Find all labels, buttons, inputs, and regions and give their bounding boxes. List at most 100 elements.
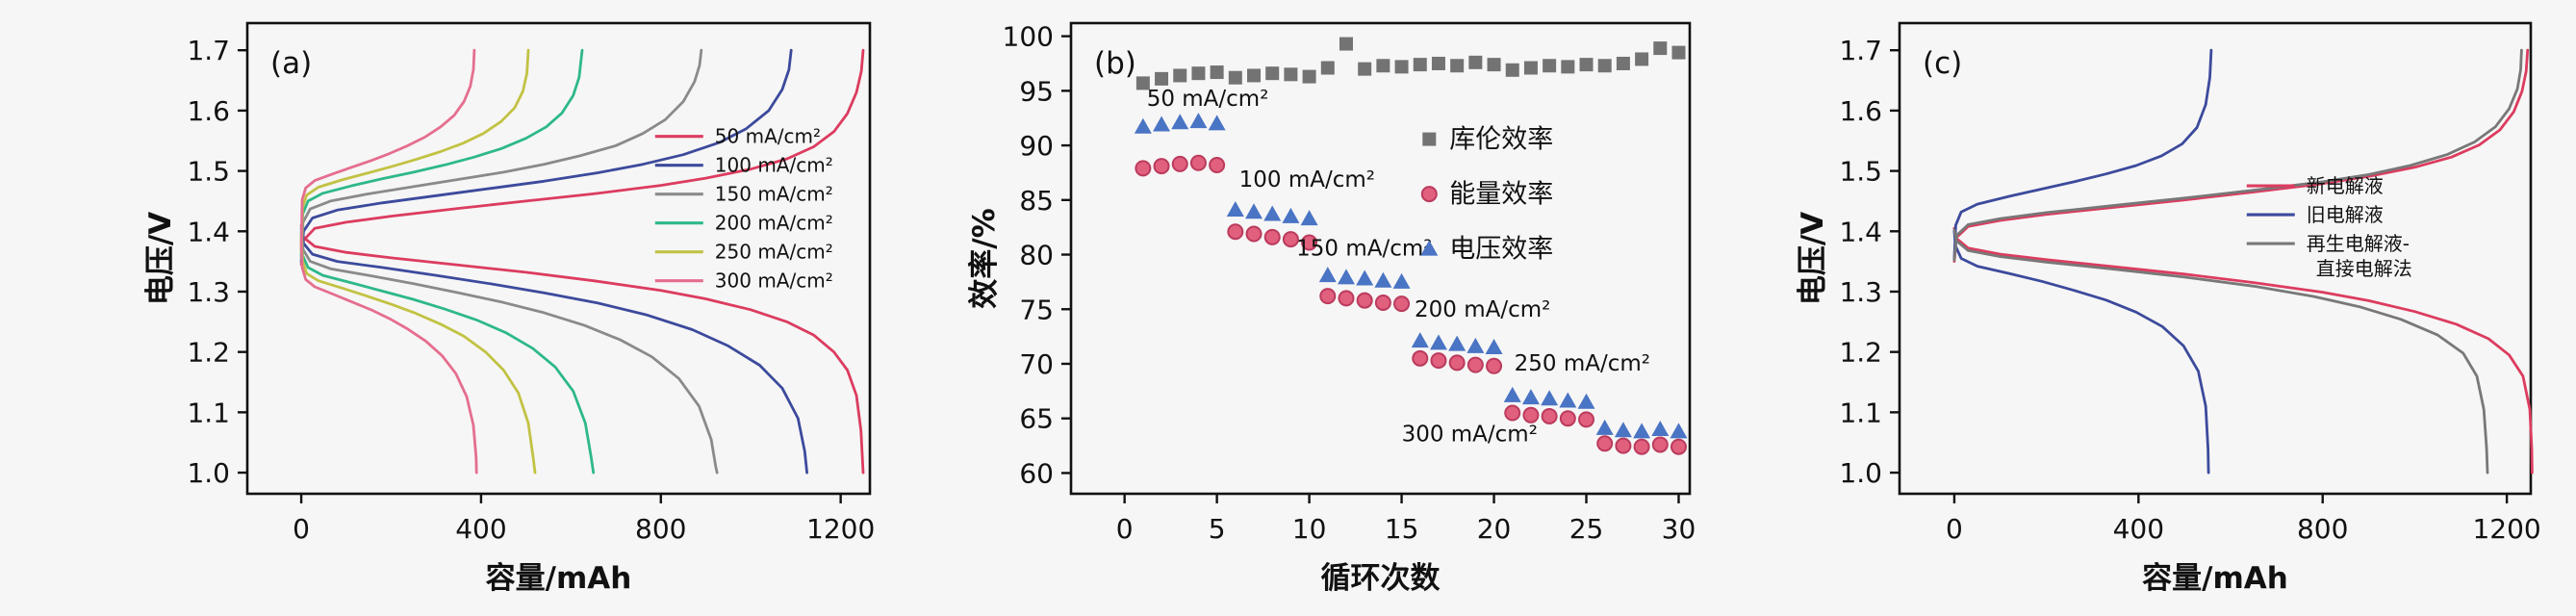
- legend-label: 200 mA/cm²: [715, 212, 833, 235]
- marker-square: [1376, 59, 1390, 73]
- marker-square: [1579, 58, 1594, 72]
- marker-triangle: [1541, 390, 1559, 406]
- marker-square: [1302, 69, 1316, 84]
- legend-label: 250 mA/cm²: [715, 241, 833, 264]
- marker-circle: [1338, 290, 1355, 307]
- marker-circle: [1504, 404, 1521, 422]
- marker-square: [1468, 55, 1483, 69]
- y-tick-label: 1.7: [1839, 35, 1882, 66]
- y-axis-label: 电压/V: [143, 212, 178, 305]
- marker-square: [1450, 59, 1465, 73]
- annotation: 300 mA/cm²: [1402, 423, 1538, 448]
- marker-circle: [1412, 349, 1429, 367]
- marker-triangle: [1411, 332, 1429, 348]
- marker-triangle: [1392, 272, 1411, 289]
- marker-triangle: [1374, 271, 1392, 288]
- legend: 50 mA/cm² 100 mA/cm² 150 mA/cm² 200 mA/cm² 2…: [654, 125, 833, 293]
- marker-circle: [1227, 223, 1244, 241]
- y-tick-label: 1.1: [187, 397, 230, 428]
- marker-square: [1135, 76, 1150, 90]
- panel-a: 0 400 800 1200 1.0 1.1 1.2 1.3 1.4 1.5 1.6 1.7 容量/mA…: [143, 21, 875, 596]
- x-tick-label: 800: [2297, 513, 2348, 545]
- marker-square: [1487, 58, 1501, 72]
- marker-triangle: [1245, 203, 1263, 219]
- series-curve: [299, 236, 537, 475]
- series-curve: [299, 48, 584, 257]
- series-curve: [299, 48, 530, 254]
- series-curve: [1952, 48, 2530, 263]
- marker-square: [1523, 61, 1538, 75]
- marker-triangle: [1263, 205, 1282, 221]
- marker-triangle: [1420, 240, 1439, 256]
- x-tick-label: 0: [1116, 513, 1134, 545]
- y-tick-label: 100: [1003, 21, 1054, 53]
- annotation: 100 mA/cm²: [1239, 167, 1375, 192]
- marker-triangle: [1189, 113, 1208, 129]
- y-tick-label: 1.6: [1839, 95, 1882, 127]
- series-curve: [299, 229, 719, 475]
- marker-square: [1339, 37, 1353, 51]
- marker-circle: [1559, 410, 1576, 427]
- y-tick-label: 65: [1019, 403, 1054, 435]
- y-tick-label: 1.0: [1839, 457, 1882, 489]
- annotation: 50 mA/cm²: [1147, 87, 1269, 112]
- legend-label: 150 mA/cm²: [715, 183, 833, 206]
- marker-circle: [1393, 295, 1411, 313]
- marker-circle: [1596, 435, 1614, 452]
- series-curve: [1952, 226, 2534, 475]
- marker-circle: [1135, 160, 1152, 177]
- y-tick-label: 85: [1019, 185, 1054, 217]
- marker-triangle: [1614, 422, 1632, 438]
- marker-circle: [1153, 158, 1170, 175]
- marker-triangle: [1429, 334, 1447, 350]
- series-curve: [299, 226, 808, 475]
- x-tick-label: 30: [1662, 513, 1696, 545]
- y-axis-label: 效率/%: [967, 208, 1002, 308]
- y-tick-label: 1.4: [187, 216, 230, 247]
- x-tick-label: 0: [293, 513, 310, 545]
- y-tick-label: 1.7: [187, 35, 230, 66]
- y-tick-label: 90: [1019, 130, 1054, 162]
- marker-triangle: [1226, 201, 1244, 218]
- marker-square: [1413, 58, 1427, 72]
- y-tick-label: 70: [1019, 348, 1054, 380]
- series-curve: [299, 48, 703, 260]
- marker-circle: [1374, 294, 1391, 311]
- marker-triangle: [1208, 115, 1226, 131]
- marker-triangle: [1153, 116, 1171, 132]
- y-tick-label: 1.3: [187, 276, 230, 308]
- x-tick-label: 5: [1209, 513, 1226, 545]
- marker-square: [1616, 56, 1630, 70]
- axes-box: [1069, 21, 1692, 496]
- marker-circle: [1171, 155, 1188, 172]
- marker-square: [1210, 65, 1224, 80]
- y-tick-label: 1.3: [1839, 276, 1882, 308]
- marker-circle: [1209, 156, 1226, 173]
- marker-circle: [1467, 356, 1484, 373]
- y-tick-label: 95: [1019, 75, 1054, 107]
- marker-triangle: [1521, 389, 1540, 405]
- marker-square: [1431, 56, 1445, 70]
- legend-label: 300 mA/cm²: [715, 270, 833, 293]
- marker-triangle: [1134, 117, 1152, 134]
- axes-box: [1898, 21, 2533, 496]
- x-tick-label: 25: [1569, 513, 1604, 545]
- marker-triangle: [1300, 210, 1318, 226]
- marker-triangle: [1503, 386, 1521, 402]
- series-curve: [299, 48, 865, 267]
- marker-triangle: [1282, 207, 1300, 223]
- marker-square: [1320, 61, 1335, 75]
- marker-square: [1155, 71, 1169, 86]
- x-axis-label: 容量/mAh: [2142, 561, 2288, 596]
- marker-circle: [1448, 354, 1466, 372]
- marker-square: [1422, 132, 1437, 146]
- series-curve: [299, 233, 596, 475]
- panel-label: (c): [1923, 46, 1962, 81]
- marker-triangle: [1448, 335, 1467, 351]
- panel-c: 0 400 800 1200 1.0 1.1 1.2 1.3 1.4 1.5 1.6 1.7 容量/mA…: [1796, 21, 2541, 596]
- x-tick-label: 1200: [806, 513, 875, 545]
- marker-square: [1265, 66, 1280, 81]
